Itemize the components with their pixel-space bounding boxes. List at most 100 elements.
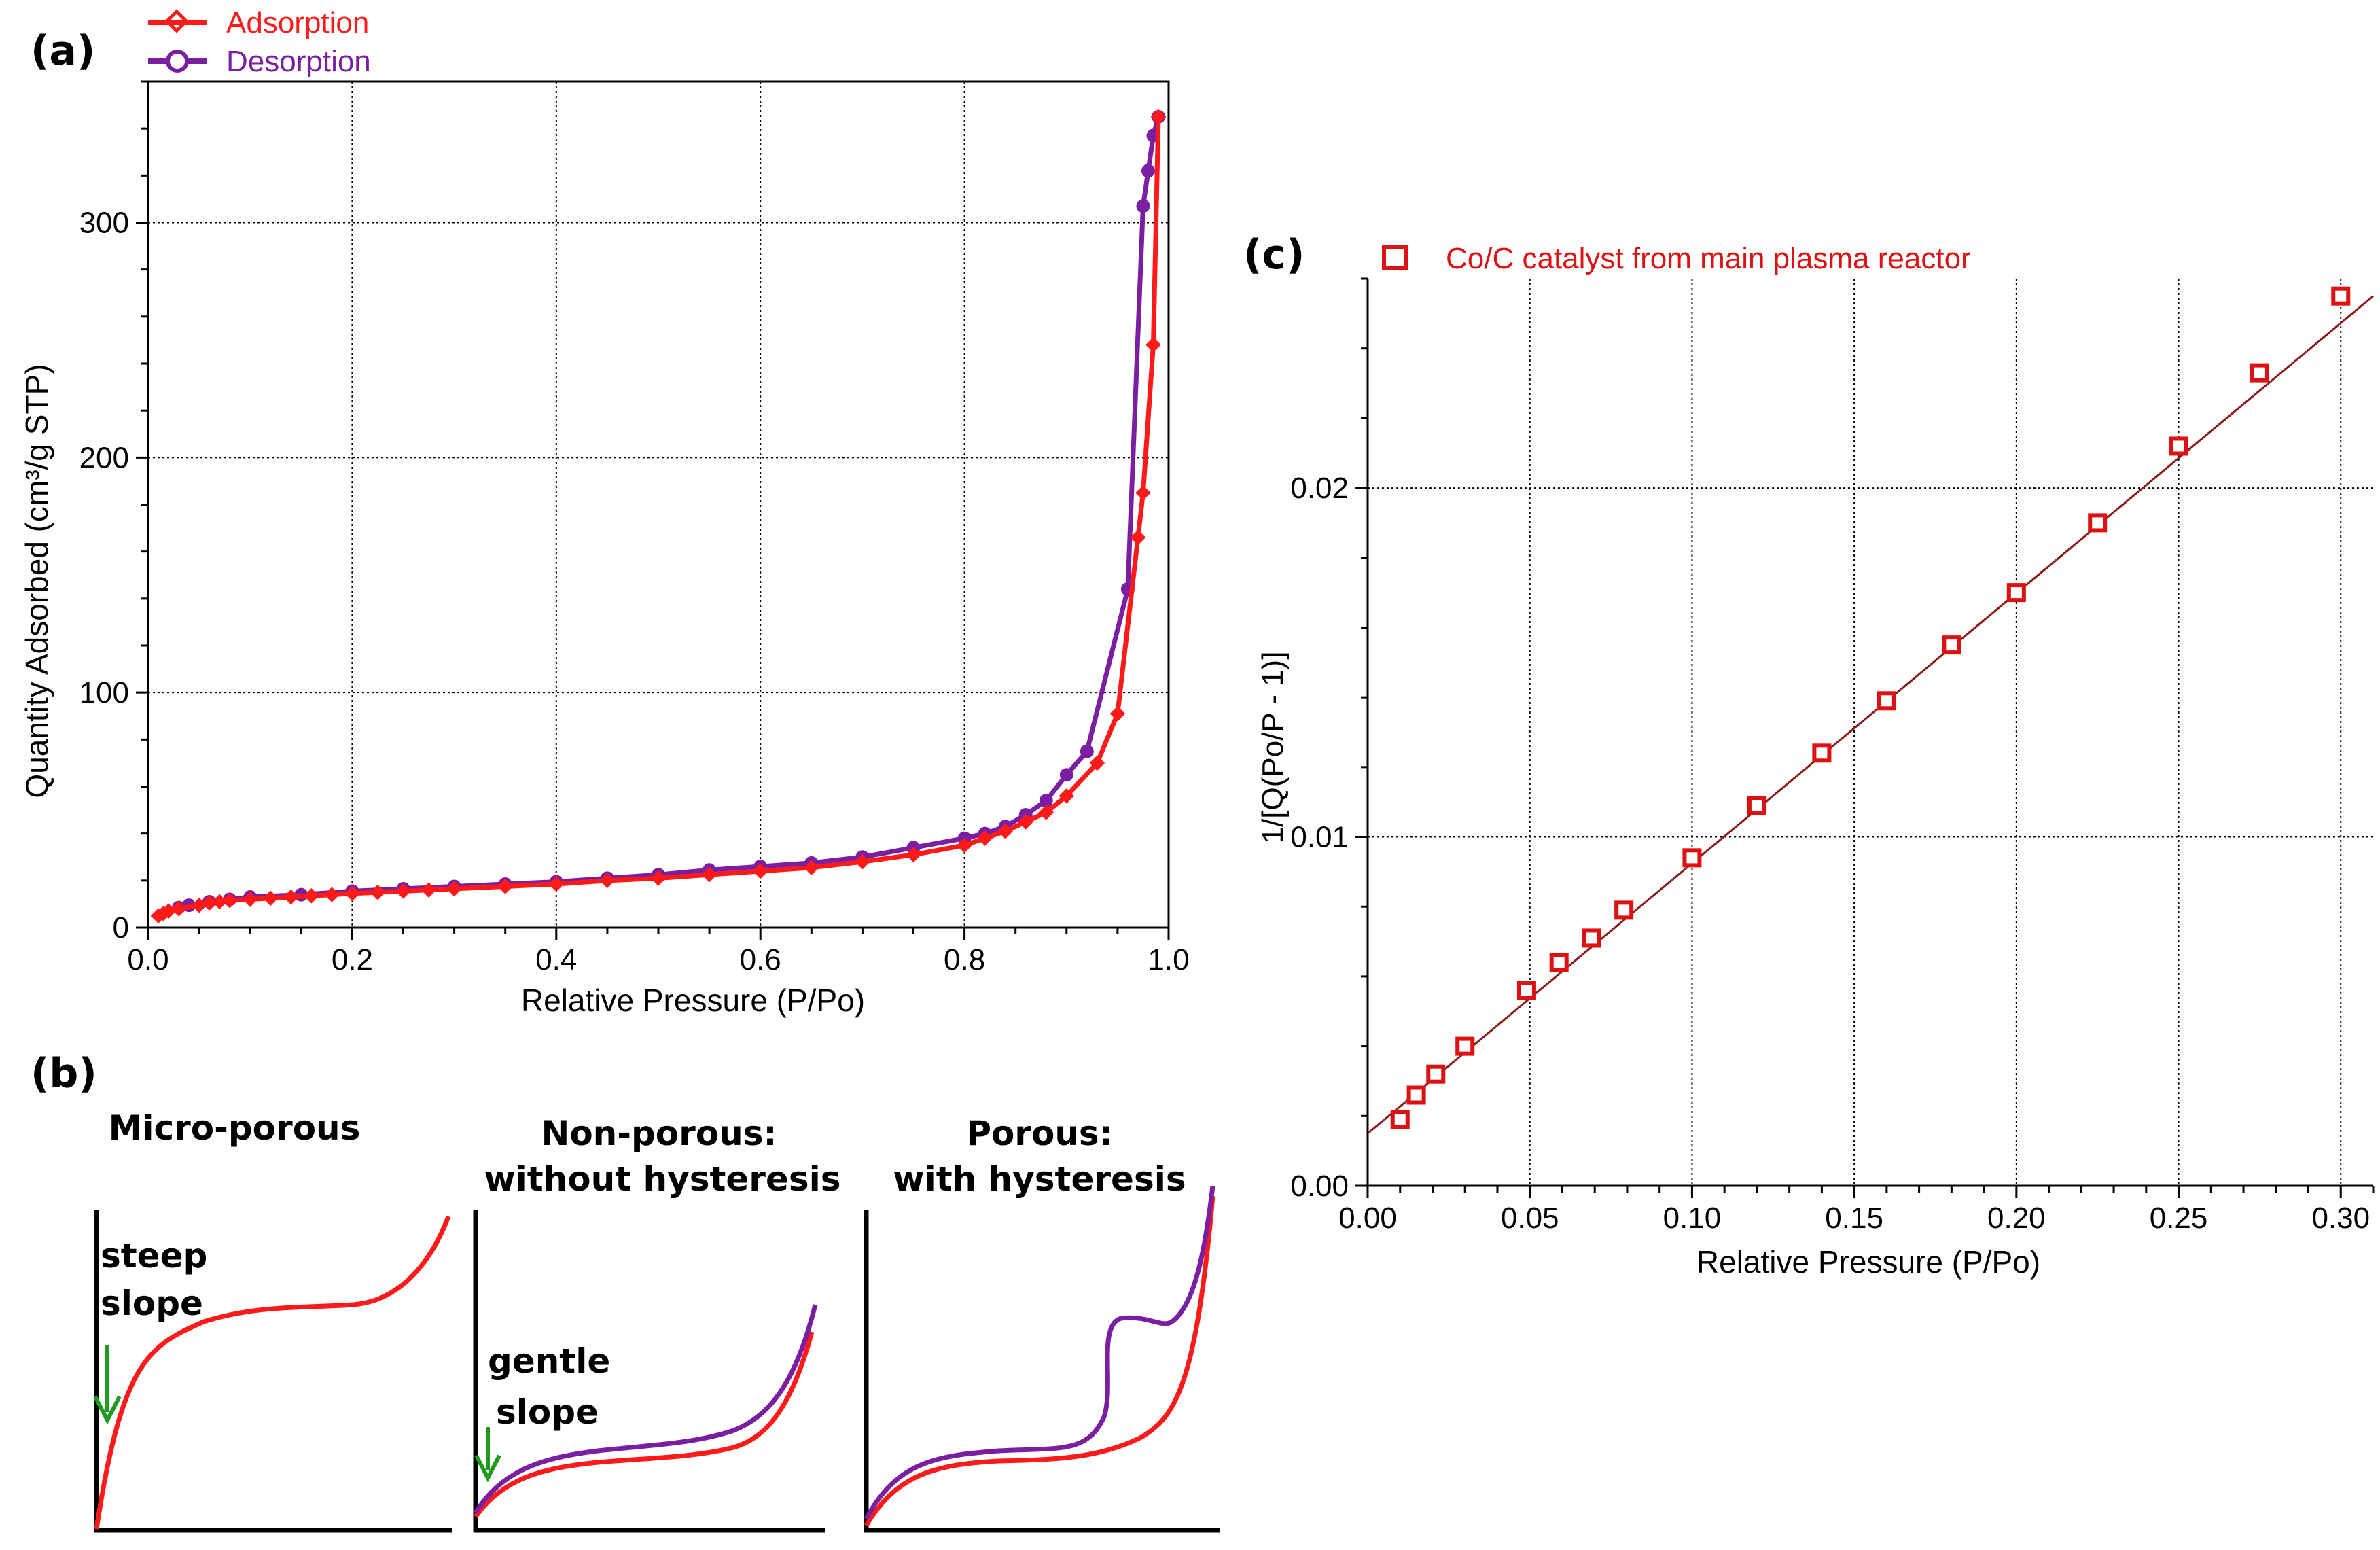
adsorption-line bbox=[157, 116, 1161, 918]
adsorption-point bbox=[855, 853, 870, 870]
adsorption-point bbox=[650, 870, 667, 886]
subplot-title-nonporous-line2: without hysteresis bbox=[484, 1159, 840, 1199]
adsorption-point bbox=[977, 830, 993, 846]
y-tick-label-c: 0.02 bbox=[1290, 472, 1349, 505]
panel-label-a: (a) bbox=[31, 27, 95, 75]
desorption-point bbox=[1059, 768, 1073, 782]
catalyst-point bbox=[1614, 900, 1634, 920]
gentle-slope-label-line1: gentle bbox=[488, 1341, 610, 1381]
adsorption-point bbox=[324, 887, 340, 902]
y-tick-label-a: 300 bbox=[79, 207, 129, 240]
adsorption-point bbox=[304, 887, 319, 904]
legend-a: Adsorption Desorption bbox=[148, 6, 371, 78]
catalyst-point bbox=[1812, 743, 1832, 763]
legend-catalyst-label: Co/C catalyst from main plasma reactor bbox=[1446, 242, 1971, 275]
subplot-microporous: steep slope bbox=[93, 1210, 452, 1533]
x-tick-label-a: 0.4 bbox=[535, 943, 577, 976]
desorption-point bbox=[1136, 199, 1150, 213]
adsorption-point bbox=[421, 882, 437, 898]
subplot-nonporous-desorption-curve bbox=[474, 1304, 818, 1514]
adsorption-point bbox=[1135, 485, 1151, 501]
legend-desorption-label: Desorption bbox=[226, 45, 371, 78]
x-tick-label-c: 0.10 bbox=[1663, 1201, 1722, 1235]
adsorption-point bbox=[1059, 788, 1075, 804]
adsorption-point bbox=[803, 860, 819, 876]
panel-label-b: (b) bbox=[31, 1050, 97, 1097]
x-tick-label-a: 0.2 bbox=[332, 943, 373, 976]
desorption-point bbox=[1141, 164, 1155, 178]
adsorption-point bbox=[283, 889, 299, 905]
catalyst-point bbox=[1682, 848, 1702, 868]
panel-c: Co/C catalyst from main plasma reactor 0… bbox=[1256, 242, 2375, 1280]
y-tick-label-a: 200 bbox=[79, 441, 129, 474]
subplot-title-porous-line2: with hysteresis bbox=[893, 1159, 1186, 1199]
legend-adsorption-label: Adsorption bbox=[226, 6, 369, 39]
adsorption-point bbox=[599, 873, 616, 889]
panel-b: Micro-porous Non-porous: without hystere… bbox=[93, 1108, 1220, 1533]
adsorption-point bbox=[1150, 109, 1167, 125]
adsorption-point bbox=[370, 884, 386, 900]
x-tick-label-a: 0.8 bbox=[944, 943, 985, 976]
gentle-slope-arrow-head bbox=[474, 1454, 501, 1483]
catalyst-point bbox=[2169, 436, 2188, 456]
legend-catalyst-marker bbox=[1382, 245, 1408, 270]
adsorption-point bbox=[395, 883, 411, 899]
subplot-nonporous: gentle slope bbox=[473, 1210, 825, 1533]
subplot-microporous-adsorption-curve bbox=[94, 1215, 451, 1530]
adsorption-point bbox=[957, 837, 972, 853]
catalyst-point bbox=[1406, 1085, 1426, 1105]
x-tick-label-c: 0.30 bbox=[2311, 1201, 2370, 1235]
legend-desorption-marker bbox=[166, 50, 189, 73]
desorption-line bbox=[178, 116, 1161, 911]
catalyst-point bbox=[1390, 1110, 1410, 1129]
catalyst-point bbox=[2006, 583, 2026, 603]
adsorption-point bbox=[1130, 529, 1146, 546]
adsorption-point bbox=[1018, 814, 1034, 830]
x-tick-label-c: 0.05 bbox=[1501, 1201, 1559, 1235]
gentle-slope-label-line2: slope bbox=[496, 1392, 599, 1432]
catalyst-point bbox=[1549, 953, 1569, 972]
subplot-porous-desorption-curve bbox=[864, 1185, 1215, 1520]
subplot-title-microporous: Micro-porous bbox=[109, 1108, 361, 1148]
x-axis-title-c: Relative Pressure (P/Po) bbox=[1697, 1244, 2040, 1280]
catalyst-point bbox=[2088, 513, 2108, 533]
adsorption-point bbox=[242, 892, 258, 907]
subplot-porous-adsorption-curve bbox=[864, 1195, 1215, 1527]
adsorption-point bbox=[262, 890, 279, 906]
catalyst-point bbox=[1582, 928, 1601, 948]
adsorption-point bbox=[1109, 705, 1126, 722]
y-tick-label-a: 0 bbox=[113, 911, 129, 945]
adsorption-point bbox=[752, 863, 768, 879]
catalyst-point bbox=[2250, 363, 2269, 383]
x-axis-title-a: Relative Pressure (P/Po) bbox=[521, 983, 865, 1018]
catalyst-point bbox=[1455, 1036, 1475, 1056]
adsorption-point bbox=[497, 879, 514, 894]
desorption-point bbox=[1080, 744, 1094, 758]
adsorption-point bbox=[446, 881, 462, 897]
adsorption-point bbox=[344, 885, 360, 902]
x-tick-label-a: 0.0 bbox=[127, 943, 168, 976]
catalyst-point bbox=[1426, 1064, 1446, 1084]
adsorption-point bbox=[1089, 755, 1105, 771]
x-tick-label-c: 0.15 bbox=[1825, 1201, 1883, 1235]
catalyst-point bbox=[1942, 635, 1961, 655]
y-tick-label-c: 0.01 bbox=[1290, 821, 1349, 854]
x-tick-label-c: 0.20 bbox=[1987, 1201, 2046, 1235]
y-tick-label-a: 100 bbox=[79, 676, 129, 709]
catalyst-point bbox=[1877, 691, 1896, 711]
subplot-title-porous-line1: Porous: bbox=[966, 1114, 1112, 1153]
desorption-point bbox=[1039, 794, 1053, 808]
subplot-nonporous-adsorption-curve bbox=[474, 1331, 815, 1519]
plot-frame-a bbox=[147, 80, 1170, 929]
catalyst-point bbox=[1747, 796, 1766, 815]
panel-a: Adsorption Desorption 0.0 0.2 0.4 0.6 0.8 1.0… bbox=[19, 6, 1190, 1018]
adsorption-point bbox=[997, 823, 1013, 839]
adsorption-point bbox=[1038, 805, 1054, 820]
x-tick-label-c: 0.00 bbox=[1338, 1201, 1397, 1235]
adsorption-point bbox=[701, 866, 717, 883]
adsorption-point bbox=[211, 894, 228, 910]
y-axis-title-a: Quantity Adsorbed (cm³/g STP) bbox=[19, 364, 54, 798]
subplot-title-nonporous-line1: Non-porous: bbox=[541, 1114, 777, 1153]
panel-label-c: (c) bbox=[1243, 231, 1304, 279]
